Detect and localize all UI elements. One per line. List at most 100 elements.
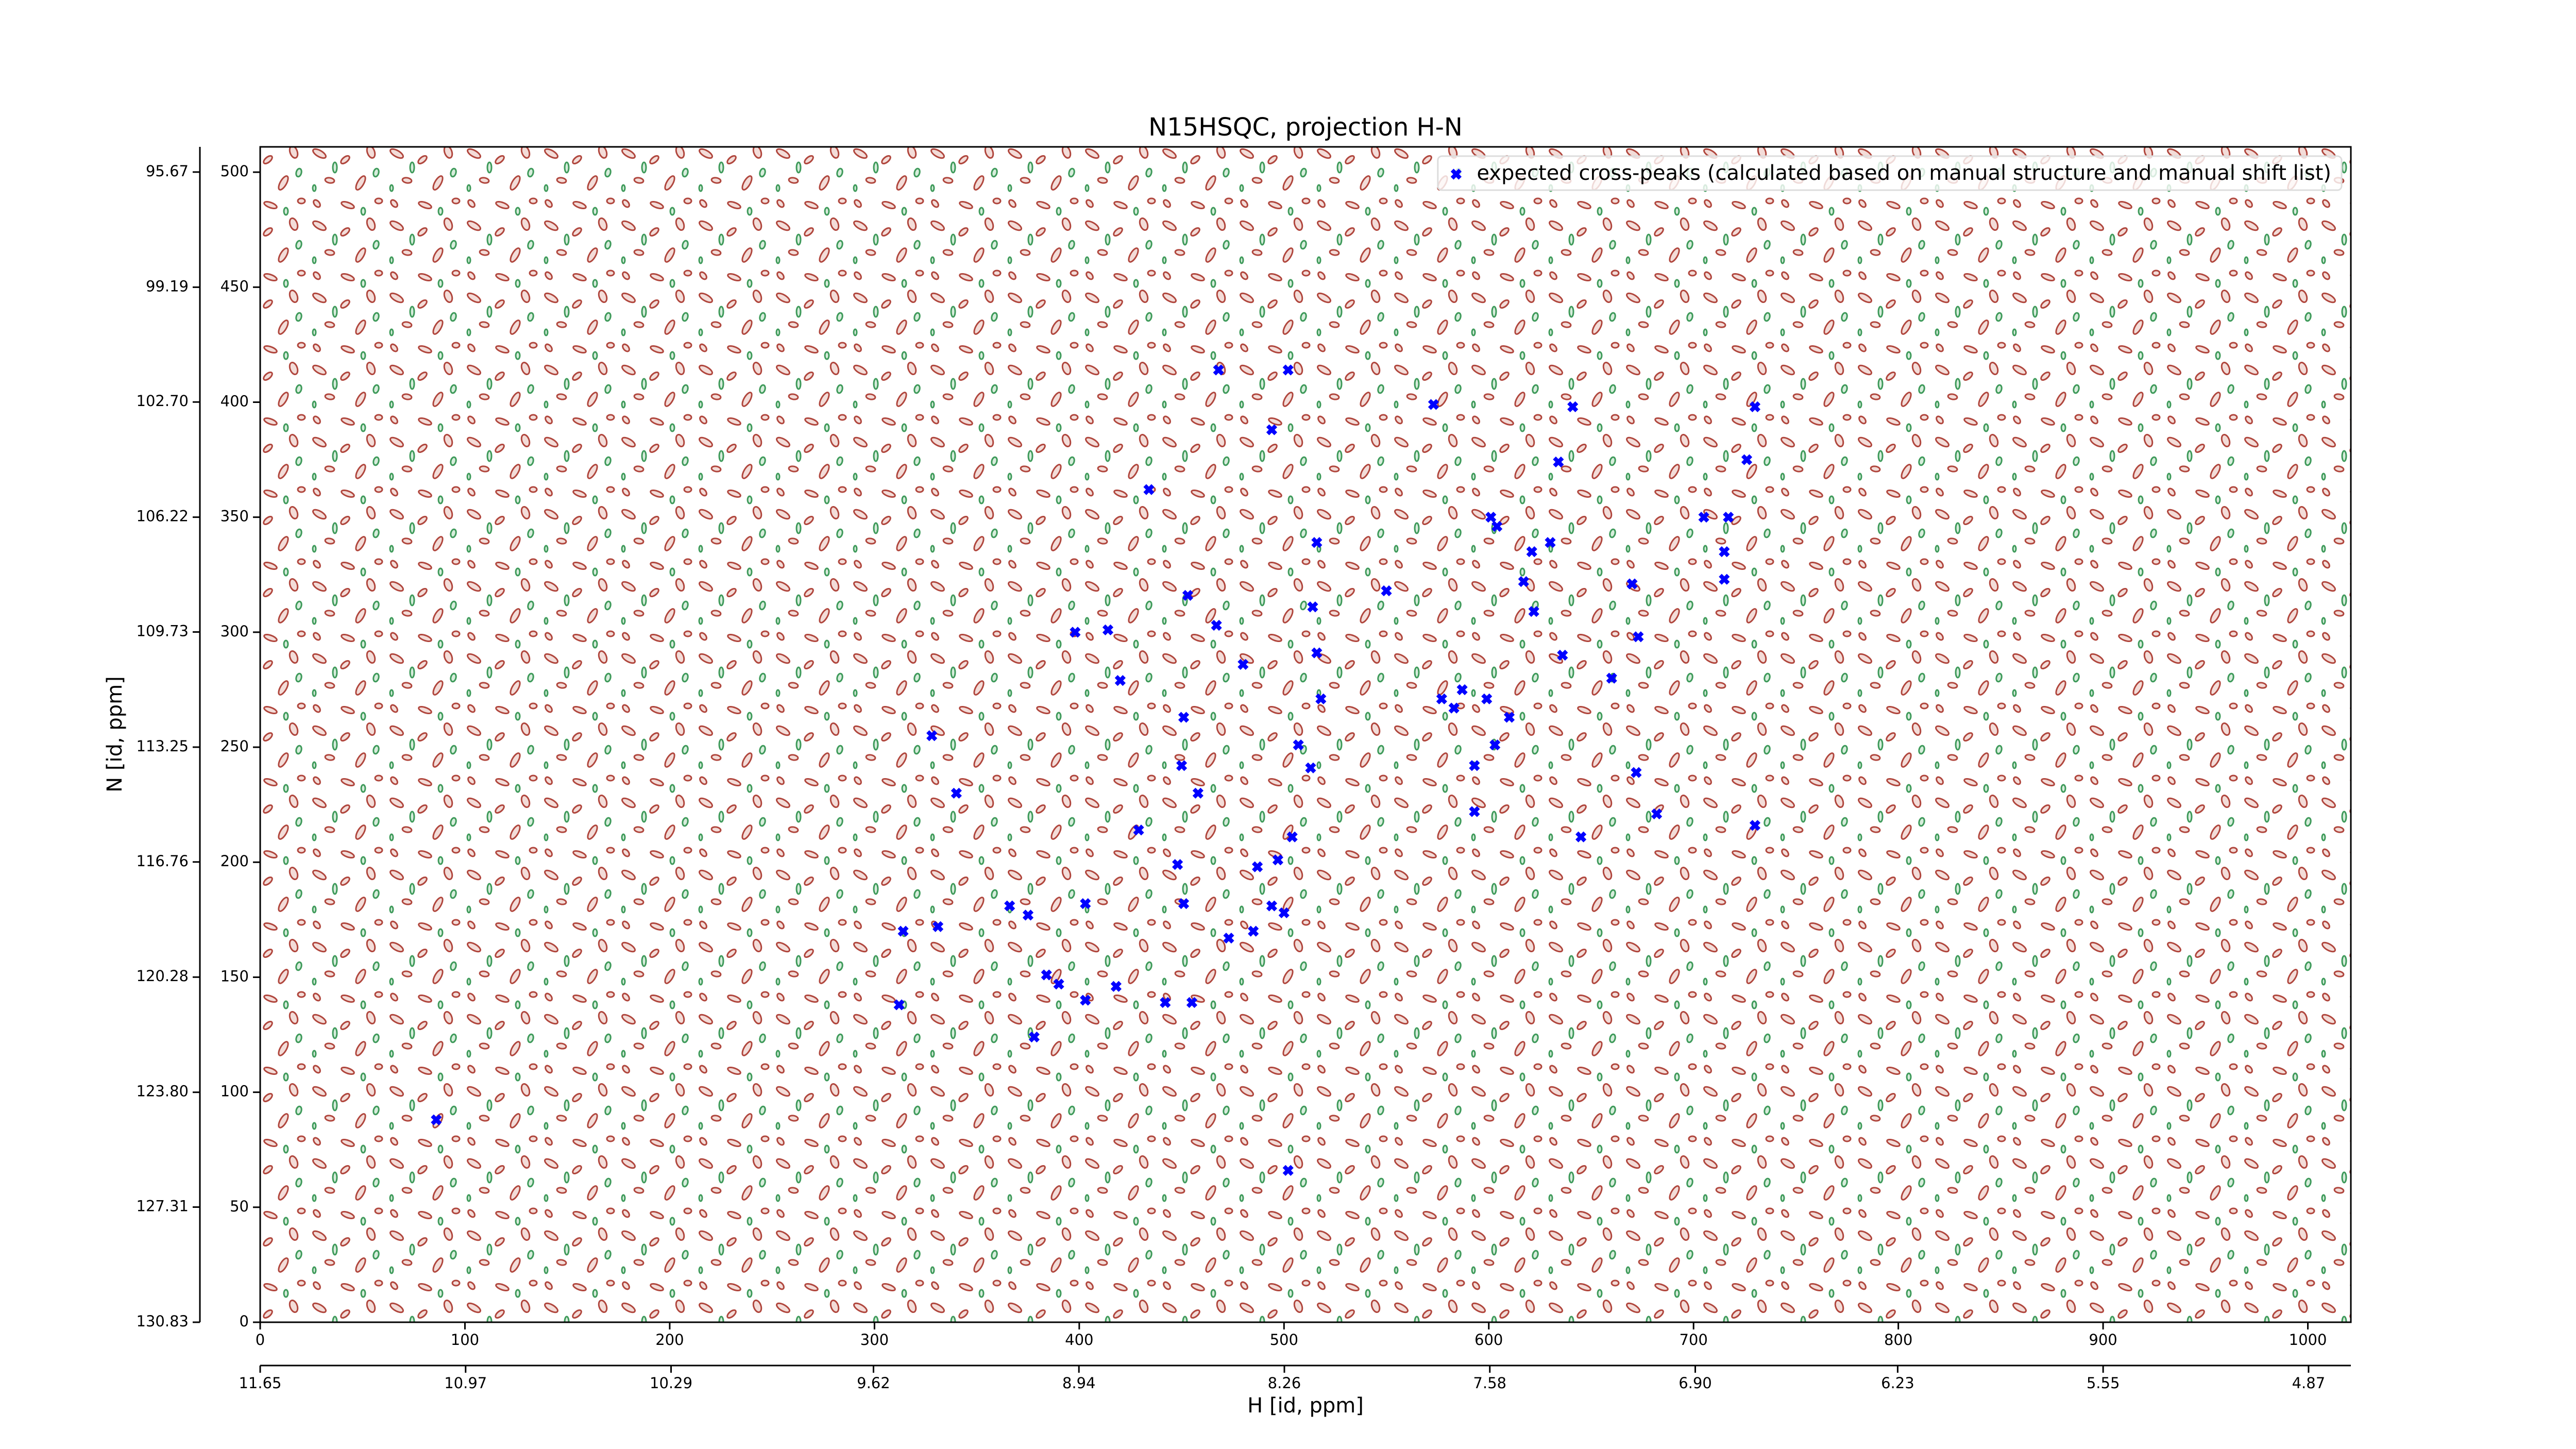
y-tick-label: 50 [230,1198,249,1215]
y-tick-label: 400 [221,392,249,410]
cross-peak [1719,574,1730,585]
spectrum-contours [260,147,2351,1322]
cross-peak [1172,859,1183,870]
cross-peak [893,999,905,1010]
y2-tick-label: 120.28 [137,967,189,985]
cross-peak [1749,401,1761,413]
cross-peak [1698,512,1709,523]
cross-peak [1633,631,1644,643]
cross-peak [1238,659,1249,670]
cross-peak [1028,1031,1040,1043]
x2-tick-label: 10.97 [444,1374,487,1392]
cross-peak [1575,831,1587,843]
cross-peak [1448,702,1460,714]
cross-peak [1070,627,1081,638]
cross-peak [1102,624,1114,636]
x2-tick-label: 6.90 [1679,1374,1712,1392]
cross-peak [1528,606,1539,617]
y2-tick-label: 109.73 [137,622,189,639]
cross-peak [1133,824,1144,836]
y2-tick-label: 102.70 [137,392,189,410]
cross-peak [1114,675,1126,686]
x2-tick-label: 4.87 [2292,1374,2326,1392]
legend: expected cross-peaks (calculated based o… [1437,155,2343,191]
cross-peak [1741,454,1753,465]
cross-peak [932,921,944,932]
cross-peak [1178,898,1190,909]
cross-peak [1305,762,1316,773]
legend-label: expected cross-peaks (calculated based o… [1477,161,2331,185]
cross-peak [1272,854,1283,866]
cross-peak [1436,693,1447,704]
y2-tick-label: 130.83 [137,1312,189,1330]
x-axis-label: H [id, ppm] [1247,1394,1364,1418]
cross-peak [1307,601,1318,613]
x2-tick-label: 8.26 [1268,1374,1301,1392]
cross-peak [1606,672,1617,684]
cross-peak [1518,576,1529,587]
x2-tick-label: 7.58 [1473,1374,1506,1392]
x2-tick-label: 6.23 [1881,1374,1914,1392]
cross-peak [1315,693,1327,704]
x-tick-label: 0 [256,1331,265,1349]
y-tick-label: 150 [221,967,249,985]
cross-peak [1545,537,1556,548]
cross-peak [1004,900,1015,912]
cross-peak [1192,787,1204,799]
x2-tick-label: 11.65 [239,1374,281,1392]
cross-peak [1381,585,1392,597]
plot-frame [259,146,2352,1323]
cross-peak [1456,684,1468,696]
cross-peak [1186,997,1198,1008]
y2-tick-label: 106.22 [137,508,189,525]
cross-peak [951,787,962,799]
legend-box [1437,155,2343,191]
x-tick-label: 500 [1270,1331,1298,1349]
cross-peak [1080,995,1091,1006]
cross-peak [1723,512,1734,523]
cross-peak [1311,647,1323,659]
legend-marker [1450,169,1462,180]
cross-peak [1311,537,1323,548]
y-tick-label: 350 [221,508,249,525]
cross-peak [1213,364,1224,376]
cross-peak [1626,578,1638,589]
cross-peak [1266,424,1278,435]
cross-peak [1266,900,1278,912]
cross-peak [1428,399,1439,410]
cross-peak [1178,712,1190,723]
cross-peak [1492,520,1503,532]
y2-tick-label: 116.76 [137,852,189,870]
cross-peak [1282,364,1294,376]
cross-peak [1041,969,1052,981]
y2-tick-label: 123.80 [137,1083,189,1100]
y-axis-label: N [id, ppm] [103,676,127,793]
cross-peak [926,730,938,742]
cross-peak [1749,820,1761,831]
cross-peak [1182,589,1194,601]
chart-title: N15HSQC, projection H-N [1148,113,1463,142]
cross-peak [1567,401,1579,413]
cross-peak [1022,909,1034,921]
cross-peak [1631,767,1642,778]
cross-peak [1080,898,1091,909]
cross-peak [1557,649,1568,661]
x2-tick-label: 9.62 [857,1374,890,1392]
x-tick-label: 200 [655,1331,684,1349]
x2-tick-label: 8.94 [1062,1374,1096,1392]
cross-peak [1110,981,1122,992]
cross-peak [1286,831,1298,843]
cross-peak [1481,693,1493,704]
cross-peak [1719,546,1730,558]
y-tick-label: 0 [240,1312,249,1330]
cross-peak [1553,456,1564,468]
cross-peak [1248,925,1259,937]
cross-peak [431,1114,442,1125]
cross-peak [1651,808,1663,820]
y2-tick-label: 127.31 [137,1198,189,1215]
x-tick-label: 700 [1679,1331,1707,1349]
x2-tick-label: 5.55 [2087,1374,2120,1392]
x-tick-label: 400 [1065,1331,1093,1349]
cross-peak [1526,546,1537,558]
